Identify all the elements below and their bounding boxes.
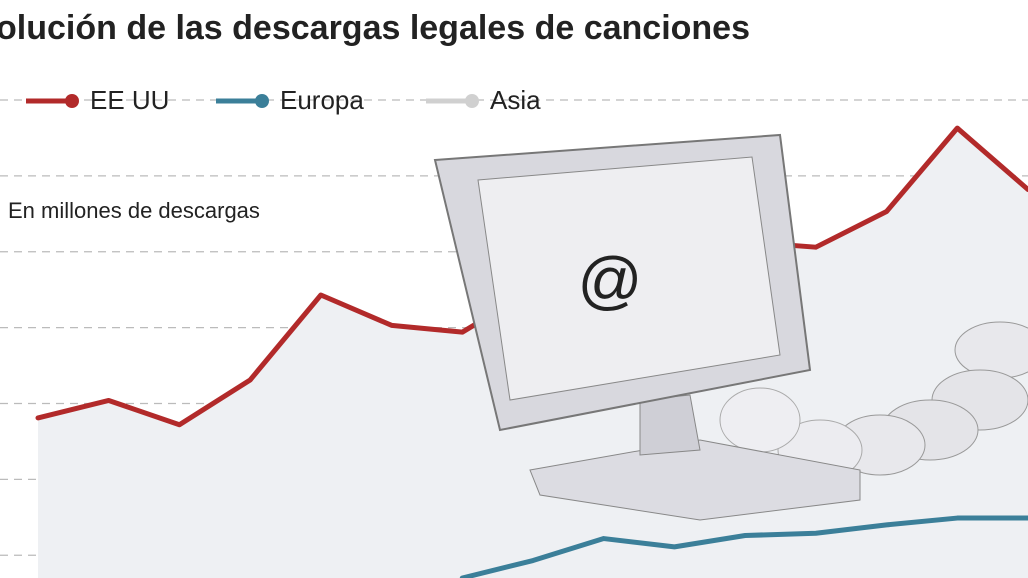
legend: EE UU Europa Asia	[26, 85, 541, 115]
disc	[719, 387, 801, 453]
legend-label: Asia	[490, 85, 541, 115]
keyboard	[529, 439, 861, 521]
stand	[639, 394, 701, 456]
legend-dot	[465, 94, 479, 108]
screen	[477, 156, 781, 401]
at-symbol: @	[578, 244, 643, 316]
subtitle: En millones de descargas	[8, 198, 260, 223]
series-line	[459, 515, 1028, 578]
legend-dot	[65, 94, 79, 108]
chart-title: olución de las descargas legales de canc…	[0, 9, 750, 47]
monitor-illustration: @	[433, 133, 1028, 521]
legend-label: EE UU	[90, 85, 169, 115]
legend-label: Europa	[280, 85, 364, 115]
legend-dot	[255, 94, 269, 108]
